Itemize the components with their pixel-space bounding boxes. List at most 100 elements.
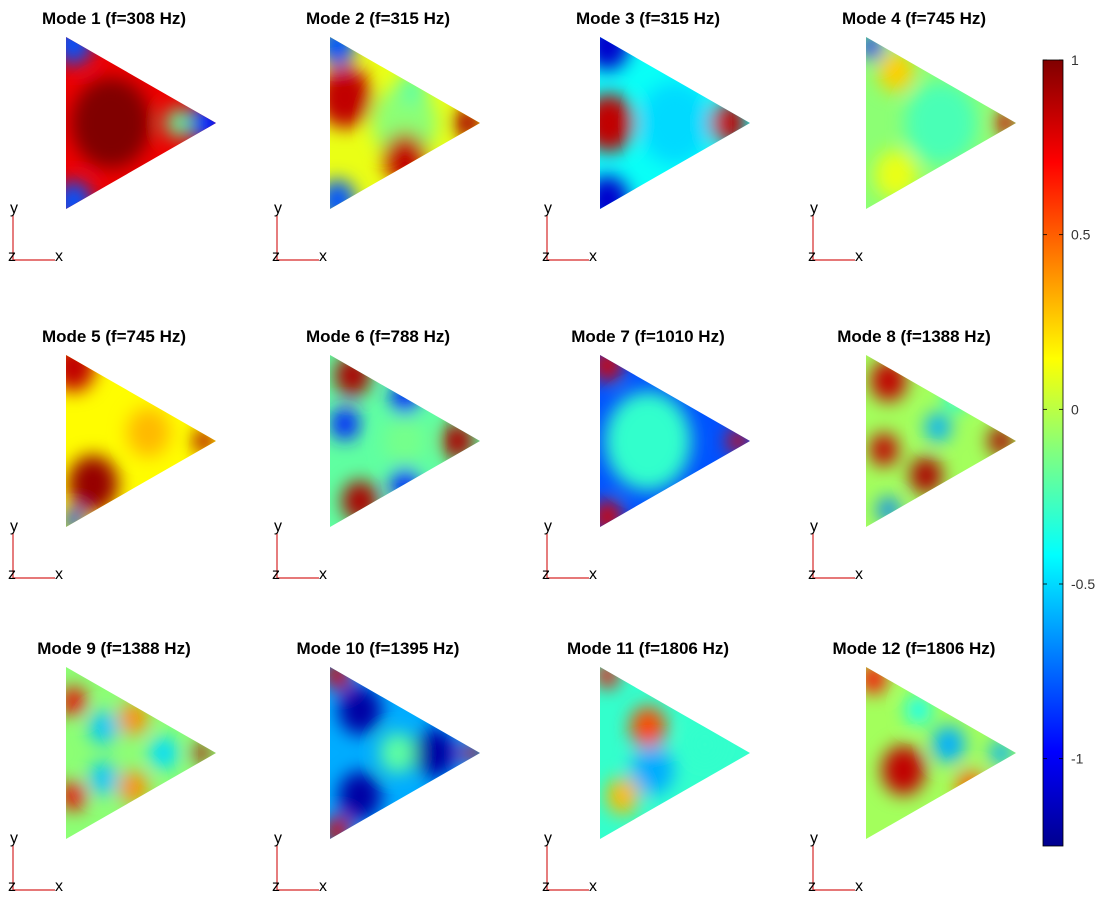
panel-title: Mode 11 (f=1806 Hz)	[567, 639, 729, 658]
field-blob-upper	[630, 706, 666, 748]
x-axis-label: x	[319, 566, 327, 583]
x-axis-label: x	[319, 248, 327, 265]
colorbar-tick-label: 1	[1071, 52, 1079, 68]
mode-field	[866, 355, 1016, 527]
mode-field	[330, 667, 480, 839]
field-blob-lower-right	[956, 770, 986, 804]
x-axis-label: x	[589, 248, 597, 265]
axis-triad: x y z	[808, 830, 863, 895]
field-blob-lower	[874, 149, 918, 200]
field-blob-top	[600, 667, 619, 688]
field-blob-right	[990, 740, 1012, 766]
field-blob-right	[192, 742, 210, 764]
z-axis-label: z	[542, 566, 550, 583]
colorbar-tick-label: -1	[1071, 751, 1084, 767]
field-blob-lower	[606, 777, 639, 815]
field-blob-upper-blue	[390, 381, 420, 415]
colorbar-tick-label: 0.5	[1071, 227, 1091, 243]
field-blob-right-tip	[453, 106, 480, 140]
mode-panel-5: Mode 5 (f=745 Hz) x y z	[8, 327, 216, 583]
field-blob-top	[870, 360, 907, 402]
mode-field	[330, 355, 480, 527]
field-blob-bottom-tip	[600, 500, 622, 527]
axis-triad: x y z	[8, 200, 63, 265]
axis-triad: x y z	[272, 830, 327, 895]
field-blob-top-corner	[866, 37, 883, 60]
field-blob-middle	[126, 407, 171, 458]
x-axis-label: x	[855, 248, 863, 265]
field-blob-ring	[604, 391, 692, 491]
z-axis-label: z	[8, 248, 16, 265]
mode-field	[66, 355, 216, 527]
field-blob-bottom-mid	[383, 132, 427, 183]
mode-panel-12: Mode 12 (f=1806 Hz) x y z	[808, 639, 1016, 895]
panel-title: Mode 5 (f=745 Hz)	[42, 327, 186, 346]
z-axis-label: z	[8, 566, 16, 583]
panel-title: Mode 7 (f=1010 Hz)	[571, 327, 725, 346]
field-blob-top-blue	[945, 385, 967, 411]
field-blob-center-max	[71, 77, 151, 169]
colorbar-tick-label: -0.5	[1071, 576, 1095, 592]
axis-triad: x y z	[808, 200, 863, 265]
field-blob-top	[866, 667, 887, 694]
z-axis-label: z	[8, 878, 16, 893]
z-axis-label: z	[542, 878, 550, 893]
mode-field	[600, 355, 750, 527]
y-axis-label: y	[810, 830, 818, 847]
mode-panel-9: Mode 9 (f=1388 Hz) x y z	[8, 639, 216, 895]
field-blob-right	[988, 426, 1014, 456]
field-blob-left-edge	[600, 94, 635, 152]
field-blob-bottom-corner	[600, 175, 630, 209]
field-blob-deep2	[338, 771, 382, 821]
y-axis-label: y	[810, 200, 818, 217]
field-blob-right	[687, 723, 723, 766]
panel-title: Mode 6 (f=788 Hz)	[306, 327, 450, 346]
field-blob-top-tip	[600, 355, 622, 382]
mode-field	[330, 37, 480, 209]
y-axis-label: y	[810, 518, 818, 535]
colorbar: 1 0.5 0 -0.5 -1	[1042, 52, 1095, 847]
field-blob-left-blue	[330, 407, 360, 441]
field-blob-left-top	[330, 66, 372, 129]
axis-triad: x y z	[272, 518, 327, 583]
field-blob-right-band	[165, 108, 192, 138]
field-blob-lower	[119, 770, 148, 804]
field-blob-top	[66, 355, 96, 392]
y-axis-label: y	[274, 518, 282, 535]
field-blob-upper	[119, 702, 148, 736]
panels-layer: Mode 1 (f=308 Hz) x y z Mode 2 (f=315 Hz) x y z…	[8, 9, 1016, 895]
z-axis-label: z	[808, 878, 816, 893]
field-blob-bottom	[66, 781, 87, 811]
field-blob-right-tip	[727, 428, 749, 454]
mode-field	[66, 37, 216, 209]
field-blob-right-tip	[193, 428, 215, 454]
field-blob-upper	[398, 72, 427, 106]
mode-panel-7: Mode 7 (f=1010 Hz) x y z	[542, 327, 750, 583]
field-blob-mid-blue	[932, 725, 965, 763]
field-blob-left	[869, 433, 899, 467]
axis-triad: x y z	[808, 518, 863, 583]
field-blob-bottom-corner	[330, 179, 356, 209]
panel-title: Mode 4 (f=745 Hz)	[842, 9, 986, 28]
field-blob-bottom-left	[67, 455, 119, 513]
axis-triad: x y z	[542, 518, 597, 583]
field-blob-center	[639, 81, 711, 165]
y-axis-label: y	[274, 830, 282, 847]
x-axis-label: x	[589, 566, 597, 583]
z-axis-label: z	[542, 248, 550, 265]
y-axis-label: y	[10, 518, 18, 535]
panel-title: Mode 1 (f=308 Hz)	[42, 9, 186, 28]
panel-title: Mode 12 (f=1806 Hz)	[833, 639, 996, 658]
mode-field	[600, 667, 750, 839]
axis-triad: x y z	[272, 200, 327, 265]
mode-field	[866, 37, 1016, 209]
field-blob-blue1	[89, 710, 118, 744]
field-blob-bottom-mid	[909, 456, 943, 494]
y-axis-label: y	[274, 200, 282, 217]
axis-triad: x y z	[8, 830, 63, 895]
colorbar-gradient	[1042, 59, 1064, 847]
panel-title: Mode 2 (f=315 Hz)	[306, 9, 450, 28]
field-blob-blue3	[149, 736, 178, 770]
field-blob-top-corner	[600, 37, 630, 71]
